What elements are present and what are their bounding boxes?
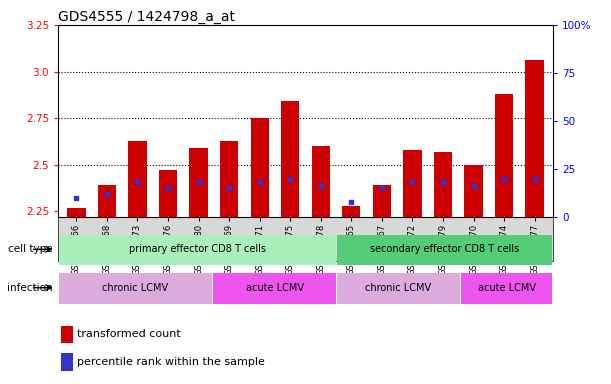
Text: cell type: cell type xyxy=(9,244,53,254)
Text: transformed count: transformed count xyxy=(78,329,181,339)
Text: primary effector CD8 T cells: primary effector CD8 T cells xyxy=(129,244,266,254)
Bar xyxy=(59,273,212,304)
Bar xyxy=(61,326,73,343)
Text: chronic LCMV: chronic LCMV xyxy=(365,283,431,293)
Bar xyxy=(128,141,147,217)
Bar xyxy=(281,101,299,217)
Text: chronic LCMV: chronic LCMV xyxy=(102,283,169,293)
Bar xyxy=(337,235,552,265)
Text: infection: infection xyxy=(7,283,53,293)
Bar xyxy=(61,353,73,371)
Bar xyxy=(495,94,513,217)
Point xyxy=(346,199,356,205)
Bar xyxy=(159,170,177,217)
Point xyxy=(102,191,112,197)
Point xyxy=(377,185,387,191)
Bar xyxy=(312,146,330,217)
Point xyxy=(133,179,142,185)
Point xyxy=(163,185,173,191)
Point xyxy=(285,175,295,182)
Point xyxy=(530,175,540,182)
Point xyxy=(316,183,326,189)
Bar xyxy=(251,118,269,217)
Bar xyxy=(59,235,336,265)
Bar xyxy=(464,165,483,217)
Text: percentile rank within the sample: percentile rank within the sample xyxy=(78,357,265,367)
Bar xyxy=(525,60,544,217)
Text: GDS4555 / 1424798_a_at: GDS4555 / 1424798_a_at xyxy=(58,10,235,24)
Bar xyxy=(220,141,238,217)
Bar xyxy=(98,185,116,217)
Point xyxy=(224,185,234,191)
Point xyxy=(499,175,509,182)
Bar xyxy=(213,273,336,304)
Bar xyxy=(67,208,86,217)
Bar xyxy=(461,273,552,304)
Bar xyxy=(403,150,422,217)
Text: acute LCMV: acute LCMV xyxy=(246,283,304,293)
Bar xyxy=(189,148,208,217)
Bar xyxy=(337,273,459,304)
Point xyxy=(469,183,478,189)
Point xyxy=(408,179,417,185)
Text: secondary effector CD8 T cells: secondary effector CD8 T cells xyxy=(370,244,519,254)
Point xyxy=(71,195,81,201)
Bar xyxy=(373,185,391,217)
Bar xyxy=(342,206,360,217)
Point xyxy=(438,179,448,185)
Point xyxy=(194,179,203,185)
Text: acute LCMV: acute LCMV xyxy=(478,283,536,293)
Point xyxy=(255,179,265,185)
Bar xyxy=(434,152,452,217)
